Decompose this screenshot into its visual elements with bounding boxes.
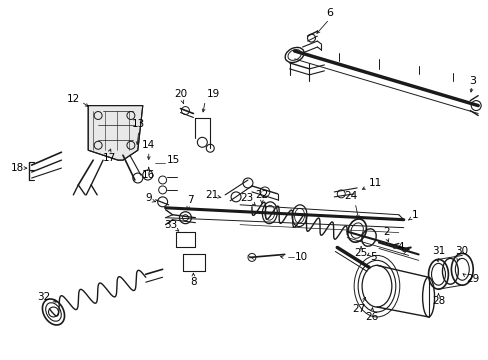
Text: 14: 14 bbox=[142, 140, 155, 150]
Text: 4: 4 bbox=[397, 243, 403, 252]
Text: 20: 20 bbox=[174, 89, 187, 99]
Text: 18: 18 bbox=[11, 163, 24, 173]
Text: 17: 17 bbox=[102, 153, 116, 163]
Text: 22: 22 bbox=[255, 190, 268, 200]
Text: 9: 9 bbox=[145, 193, 152, 203]
Text: 33: 33 bbox=[163, 220, 177, 230]
Text: 6: 6 bbox=[325, 8, 332, 18]
Text: 30: 30 bbox=[454, 247, 467, 256]
Text: 21: 21 bbox=[205, 190, 219, 200]
Text: 1: 1 bbox=[411, 210, 417, 220]
Text: 7: 7 bbox=[187, 195, 193, 205]
Text: 11: 11 bbox=[368, 178, 382, 188]
Text: 16: 16 bbox=[142, 170, 155, 180]
Text: 23: 23 bbox=[240, 193, 253, 203]
Text: 12: 12 bbox=[66, 94, 80, 104]
Text: 8: 8 bbox=[190, 277, 196, 287]
Text: 28: 28 bbox=[431, 296, 444, 306]
Text: 13: 13 bbox=[132, 120, 145, 130]
Text: 26: 26 bbox=[365, 312, 378, 322]
Text: 2: 2 bbox=[383, 226, 389, 237]
Text: 5: 5 bbox=[370, 252, 377, 262]
Text: 24: 24 bbox=[344, 191, 357, 201]
Text: 25: 25 bbox=[354, 248, 367, 258]
Text: 29: 29 bbox=[466, 274, 479, 284]
Text: 15: 15 bbox=[166, 155, 180, 165]
Text: 32: 32 bbox=[37, 292, 50, 302]
Text: 31: 31 bbox=[431, 247, 444, 256]
Text: 3: 3 bbox=[468, 76, 475, 86]
Text: 27: 27 bbox=[352, 304, 365, 314]
Text: 19: 19 bbox=[206, 89, 220, 99]
Text: 10: 10 bbox=[294, 252, 307, 262]
Polygon shape bbox=[88, 105, 142, 160]
